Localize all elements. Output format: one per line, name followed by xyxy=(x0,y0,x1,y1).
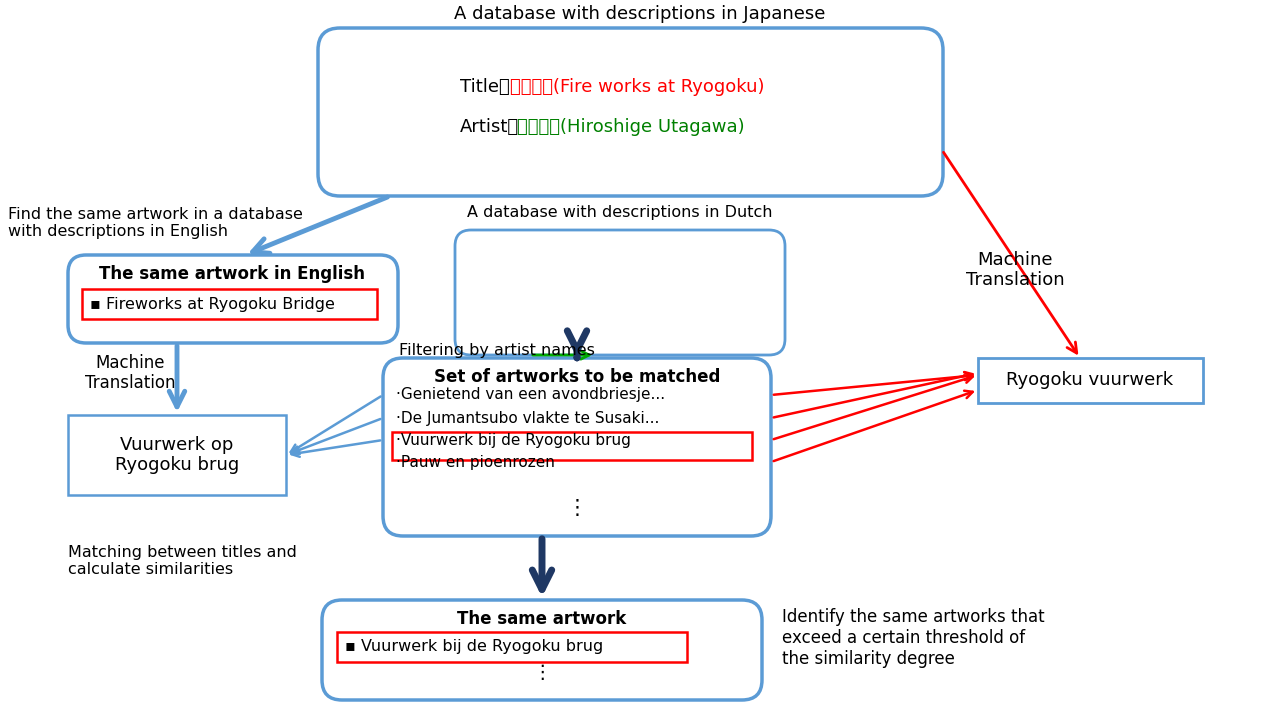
Text: ·Pauw en pioenrozen: ·Pauw en pioenrozen xyxy=(396,454,554,469)
FancyBboxPatch shape xyxy=(323,600,762,700)
Bar xyxy=(68,415,285,495)
Bar xyxy=(337,632,687,662)
Text: ·Genietend van een avondbriesje...: ·Genietend van een avondbriesje... xyxy=(396,387,666,402)
Text: Matching between titles and
calculate similarities: Matching between titles and calculate si… xyxy=(68,545,297,577)
Text: Title：: Title： xyxy=(460,78,509,96)
FancyBboxPatch shape xyxy=(317,28,943,196)
Bar xyxy=(82,289,378,319)
Text: ⋮: ⋮ xyxy=(567,498,588,518)
Text: ·Vuurwerk bij de Ryogoku brug: ·Vuurwerk bij de Ryogoku brug xyxy=(396,433,631,448)
Text: Set of artworks to be matched: Set of artworks to be matched xyxy=(434,368,721,386)
FancyBboxPatch shape xyxy=(383,358,771,536)
Text: ·De Jumantsubo vlakte te Susaki...: ·De Jumantsubo vlakte te Susaki... xyxy=(396,410,659,426)
Text: Artist：: Artist： xyxy=(460,118,520,136)
Text: ▪ Vuurwerk bij de Ryogoku brug: ▪ Vuurwerk bij de Ryogoku brug xyxy=(346,639,603,654)
FancyBboxPatch shape xyxy=(68,255,398,343)
Text: 両国花火(Fire works at Ryogoku): 両国花火(Fire works at Ryogoku) xyxy=(509,78,764,96)
Text: A database with descriptions in Japanese: A database with descriptions in Japanese xyxy=(454,5,826,23)
Text: 歌川広重(Hiroshige Utagawa): 歌川広重(Hiroshige Utagawa) xyxy=(517,118,745,136)
Text: ▪ Fireworks at Ryogoku Bridge: ▪ Fireworks at Ryogoku Bridge xyxy=(90,297,335,312)
Text: Ryogoku vuurwerk: Ryogoku vuurwerk xyxy=(1006,371,1174,389)
Text: The same artwork in English: The same artwork in English xyxy=(99,265,365,283)
Text: A database with descriptions in Dutch: A database with descriptions in Dutch xyxy=(467,205,773,220)
Text: ⋮: ⋮ xyxy=(532,662,552,682)
Text: Find the same artwork in a database
with descriptions in English: Find the same artwork in a database with… xyxy=(8,207,303,239)
Bar xyxy=(392,432,753,460)
Text: Vuurwerk op
Ryogoku brug: Vuurwerk op Ryogoku brug xyxy=(115,436,239,474)
Text: Machine
Translation: Machine Translation xyxy=(84,354,175,392)
Bar xyxy=(978,358,1203,403)
Text: Filtering by artist names: Filtering by artist names xyxy=(399,343,595,358)
FancyBboxPatch shape xyxy=(454,230,785,355)
Text: Machine
Translation: Machine Translation xyxy=(965,251,1064,289)
Text: Identify the same artworks that
exceed a certain threshold of
the similarity deg: Identify the same artworks that exceed a… xyxy=(782,608,1044,668)
Text: The same artwork: The same artwork xyxy=(457,610,627,628)
